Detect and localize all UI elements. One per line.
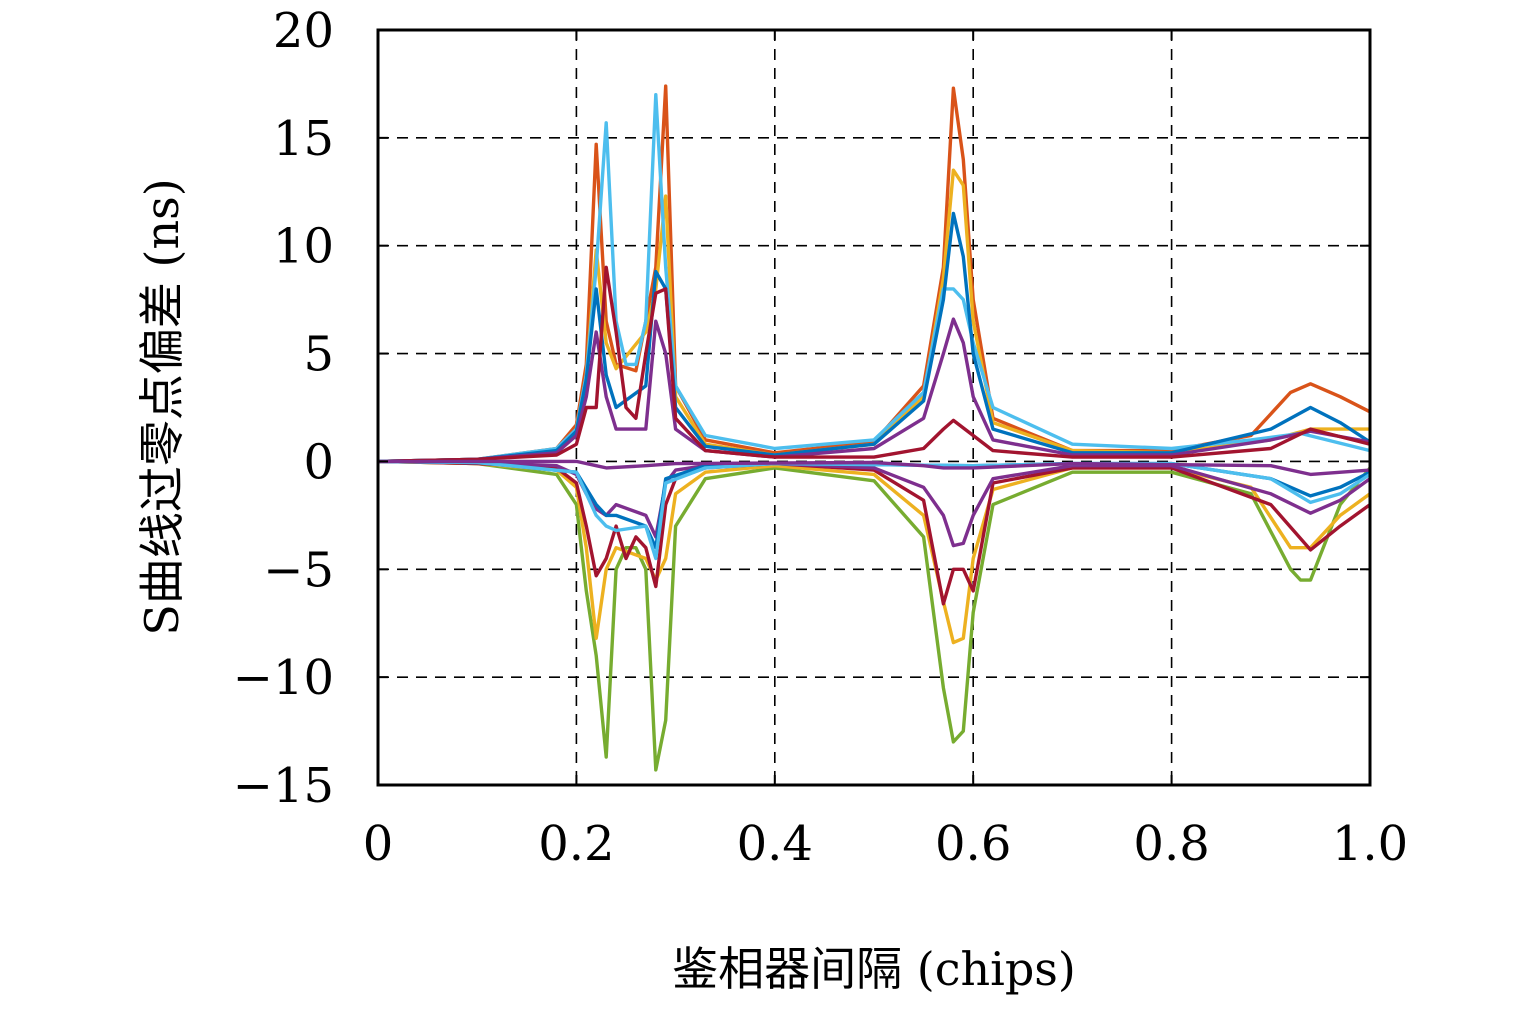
x-axis-label: 鉴相器间隔 (chips) [672, 942, 1076, 996]
grid-lines [378, 30, 1370, 785]
series-line-4 [378, 211, 1370, 464]
x-tick-label: 0.4 [737, 816, 813, 872]
y-tick-label: −10 [233, 650, 334, 706]
series-line-8 [378, 459, 1370, 645]
y-axis-label: S曲线过零点偏差 (ns) [135, 178, 189, 635]
y-tick-label: 5 [303, 327, 334, 383]
x-tick-label: 0.8 [1133, 816, 1209, 872]
series-line-2 [378, 168, 1370, 464]
y-tick-label: 0 [303, 434, 334, 490]
x-tick-label: 0.6 [935, 816, 1011, 872]
y-tick-label: 10 [273, 219, 334, 275]
x-axis-ticks: 0 0.2 0.4 0.6 0.8 1.0 [363, 30, 1408, 872]
series-lines [378, 84, 1370, 772]
y-tick-label: 15 [273, 111, 334, 167]
series-line-1 [378, 84, 1370, 464]
series-line-13 [378, 459, 1370, 477]
plot-frame [376, 28, 1372, 787]
x-tick-label: 1.0 [1332, 816, 1408, 872]
series-line-6 [378, 265, 1370, 464]
x-tick-label: 0.2 [538, 816, 614, 872]
y-tick-label: −5 [263, 542, 334, 598]
series-line-7 [378, 459, 1370, 772]
y-tick-label: 20 [273, 3, 334, 59]
x-tick-label: 0 [363, 816, 394, 872]
y-tick-label: −15 [233, 758, 334, 814]
series-line-12 [378, 459, 1370, 561]
series-line-3 [378, 92, 1370, 464]
y-axis-ticks: −15 −10 −5 0 5 10 15 20 [233, 3, 1370, 814]
